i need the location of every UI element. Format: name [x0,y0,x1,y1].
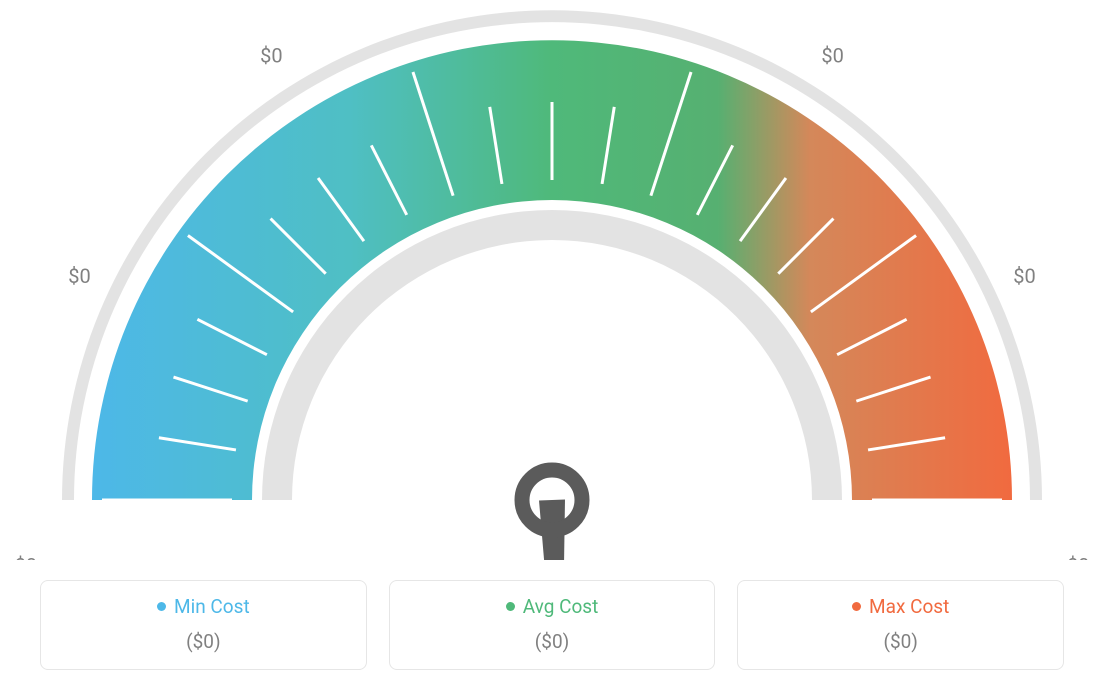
scale-label: $0 [15,553,37,560]
legend-label: Min Cost [174,595,250,618]
legend-row: Min Cost ($0) Avg Cost ($0) Max Cost ($0… [40,580,1064,670]
legend-dot-max [852,602,861,611]
legend-label: Max Cost [869,595,949,618]
legend-title-avg: Avg Cost [506,595,599,618]
legend-dot-avg [506,602,515,611]
legend-card-max: Max Cost ($0) [737,580,1064,670]
scale-label: $0 [260,43,282,67]
gauge-chart: $0$0$0$0$0$0$0 [0,0,1104,560]
scale-label: $0 [821,43,843,67]
legend-label: Avg Cost [523,595,599,618]
legend-title-max: Max Cost [852,595,949,618]
legend-value: ($0) [400,630,705,653]
scale-label: $0 [1013,264,1035,288]
legend-title-min: Min Cost [157,595,250,618]
gauge-svg: $0$0$0$0$0$0$0 [0,0,1104,560]
scale-label: $0 [68,264,90,288]
legend-card-min: Min Cost ($0) [40,580,367,670]
legend-card-avg: Avg Cost ($0) [389,580,716,670]
scale-label: $0 [1067,553,1089,560]
cost-gauge-widget: $0$0$0$0$0$0$0 Min Cost ($0) Avg Cost ($… [0,0,1104,690]
legend-value: ($0) [748,630,1053,653]
legend-value: ($0) [51,630,356,653]
legend-dot-min [157,602,166,611]
